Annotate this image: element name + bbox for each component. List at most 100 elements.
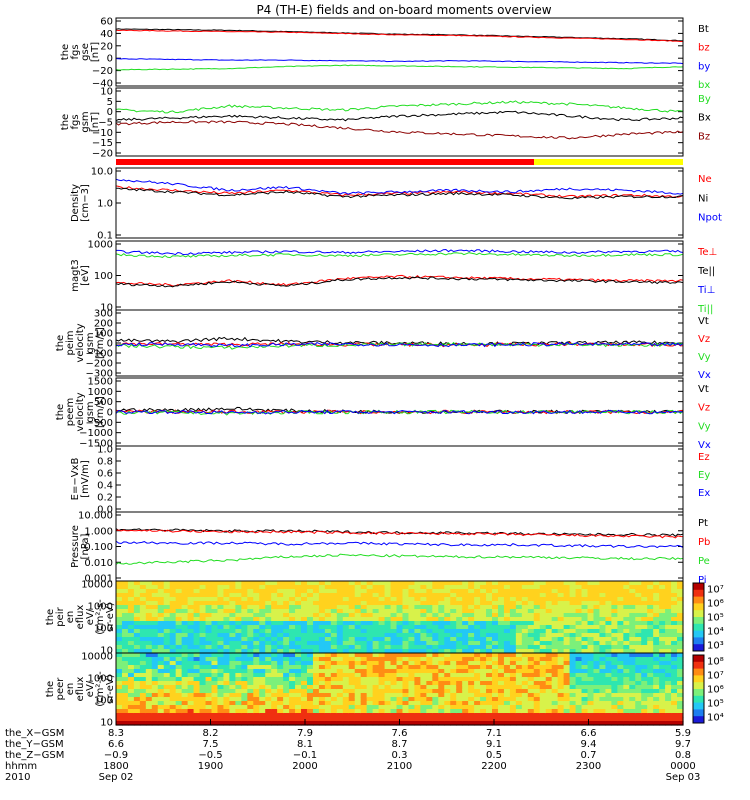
spectrogram-cell — [205, 641, 213, 646]
spectrogram-cell — [611, 633, 618, 638]
spectrogram-cell — [551, 617, 559, 622]
spectrogram-cell — [283, 601, 290, 606]
spectrogram-cell — [193, 617, 201, 622]
spectrogram-cell — [515, 685, 523, 690]
spectrogram-cell — [456, 581, 463, 586]
spectrogram-cell — [169, 641, 177, 646]
spectrogram-cell — [432, 685, 439, 690]
spectrogram-cell — [336, 597, 344, 602]
spectrogram-cell — [575, 721, 583, 726]
spectrogram-cell — [503, 657, 511, 662]
spectrogram-cell — [324, 701, 332, 706]
spectrogram-cell — [653, 649, 660, 654]
spectrogram-cell — [121, 597, 129, 602]
spectrogram-cell — [318, 677, 326, 682]
spectrogram-cell — [563, 589, 571, 594]
spectrogram-cell — [617, 593, 624, 598]
spectrogram-cell — [324, 597, 332, 602]
spectrogram-cell — [306, 681, 314, 686]
spectrogram-cell — [545, 657, 553, 662]
ytick-label: 10 — [100, 646, 113, 657]
spectrogram-cell — [402, 601, 410, 606]
spectrogram-cell — [169, 689, 177, 694]
panel-peer_spec: thepeerenefluxeV/(cm²-s-sr-eV)1000010001… — [45, 652, 724, 729]
spectrogram-cell — [127, 705, 135, 710]
spectrogram-cell — [492, 705, 499, 710]
spectrogram-cell — [509, 625, 517, 630]
spectrogram-cell — [593, 581, 601, 586]
spectrogram-cell — [235, 709, 242, 714]
spectrogram-cell — [402, 621, 410, 626]
spectrogram-cell — [569, 593, 577, 598]
spectrogram-cell — [462, 601, 469, 606]
spectrogram-cell — [199, 713, 207, 718]
spectrogram-cell — [157, 609, 165, 614]
spectrogram-cell — [665, 649, 672, 654]
spectrogram-cell — [623, 649, 630, 654]
spectrogram-cell — [217, 697, 225, 702]
spectrogram-cell — [456, 705, 463, 710]
spectrogram-cell — [390, 721, 398, 726]
spectrogram-cell — [533, 597, 541, 602]
ylabel-line: sr-eV) — [105, 674, 116, 703]
spectrogram-cell — [593, 685, 601, 690]
spectrogram-cell — [521, 593, 529, 598]
spectrogram-cell — [468, 701, 475, 706]
spectrogram-cell — [121, 685, 129, 690]
spectrogram-cell — [563, 593, 571, 598]
spectrogram-cell — [390, 589, 398, 594]
spectrogram-cell — [545, 601, 553, 606]
spectrogram-cell — [408, 621, 416, 626]
spectrogram-cell — [611, 721, 618, 726]
spectrogram-cell — [283, 657, 290, 662]
spectrogram-cell — [366, 689, 374, 694]
spectrogram-cell — [617, 701, 624, 706]
spectrogram-cell — [277, 593, 284, 598]
spectrogram-cell — [217, 645, 225, 650]
spectrogram-cell — [187, 645, 195, 650]
spectrogram-cell — [211, 665, 219, 670]
spectrogram-cell — [641, 701, 648, 706]
spectrogram-cell — [336, 629, 344, 634]
spectrogram-cell — [205, 717, 213, 722]
spectrogram-cell — [515, 717, 523, 722]
spectrogram-cell — [647, 629, 654, 634]
spectrogram-cell — [181, 689, 189, 694]
spectrogram-cell — [426, 689, 433, 694]
spectrogram-cell — [492, 653, 499, 658]
spectrogram-cell — [223, 593, 230, 598]
spectrogram-cell — [450, 689, 457, 694]
spectrogram-cell — [163, 709, 171, 714]
mode-bar-yellow — [534, 159, 683, 165]
spectrogram-cell — [533, 601, 541, 606]
spectrogram-cell — [635, 617, 642, 622]
spectrogram-cell — [348, 697, 356, 702]
spectrogram-cell — [653, 677, 660, 682]
spectrogram-cell — [533, 665, 541, 670]
spectrogram-cell — [677, 657, 684, 662]
spectrogram-cell — [438, 665, 445, 670]
spectrogram-cell — [241, 673, 248, 678]
spectrogram-cell — [468, 661, 475, 666]
spectrogram-cell — [217, 661, 225, 666]
spectrogram-cell — [330, 605, 338, 610]
spectrogram-cell — [271, 649, 278, 654]
spectrogram-cell — [635, 589, 642, 594]
spectrogram-cell — [366, 681, 374, 686]
spectrogram-cell — [301, 641, 308, 646]
spectrogram-cell — [456, 593, 463, 598]
spectrogram-cell — [635, 681, 642, 686]
spectrogram-cell — [527, 609, 535, 614]
spectrogram-cell — [515, 649, 523, 654]
spectrogram-cell — [157, 645, 165, 650]
spectrogram-cell — [384, 709, 392, 714]
spectrogram-cell — [527, 581, 535, 586]
spectrogram-cell — [199, 597, 207, 602]
spectrogram-cell — [575, 717, 583, 722]
spectrogram-cell — [247, 593, 254, 598]
spectrogram-cell — [509, 709, 517, 714]
x-axis-labels: the_X−GSMthe_Y−GSMthe_Z−GSMhhmm20108.36.… — [5, 719, 700, 783]
spectrogram-cell — [396, 585, 404, 590]
spectrogram-cell — [193, 689, 201, 694]
spectrogram-cell — [295, 585, 302, 590]
